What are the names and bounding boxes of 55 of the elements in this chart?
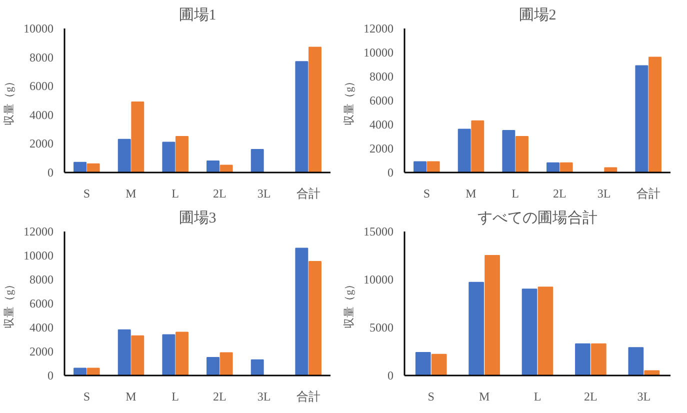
x-tick-label: S (83, 390, 90, 404)
x-tick-label: L (172, 390, 180, 404)
x-tick-label: 3L (597, 186, 611, 200)
y-tick-label: 5000 (370, 320, 394, 334)
y-tick-label: 10000 (364, 46, 394, 60)
y-tick-label: 6000 (30, 296, 54, 310)
y-axis-title: 収量（g） (2, 278, 16, 328)
y-tick-label: 8000 (370, 70, 394, 84)
y-tick-label: 4000 (30, 108, 54, 122)
x-tick-label: 合計 (296, 390, 320, 404)
y-tick-label: 2000 (30, 344, 54, 358)
y-tick-label: 6000 (30, 79, 54, 94)
y-tick-label: 0 (48, 368, 54, 382)
x-tick-label: 2L (553, 186, 566, 200)
y-tick-label: 12000 (364, 22, 394, 36)
y-tick-label: 2000 (30, 136, 54, 151)
x-tick-label: S (423, 186, 430, 200)
y-tick-label: 15000 (364, 224, 394, 238)
x-tick-label: M (478, 390, 490, 404)
y-tick-label: 0 (388, 166, 394, 180)
y-tick-label: 2000 (370, 142, 394, 156)
x-tick-label: 合計 (636, 186, 660, 200)
x-tick-label: 2L (213, 390, 226, 404)
y-axis-title: 収量（g） (342, 278, 356, 328)
x-tick-label: L (172, 186, 180, 200)
x-tick-label: M (126, 186, 137, 200)
y-tick-label: 6000 (370, 94, 394, 108)
x-tick-label: L (534, 390, 542, 404)
chart-title: 圃場2 (518, 6, 556, 24)
y-tick-label: 4000 (30, 320, 54, 334)
y-tick-label: 0 (48, 166, 54, 180)
y-tick-label: 8000 (30, 50, 54, 64)
y-tick-label: 4000 (370, 118, 394, 132)
x-tick-label: 2L (584, 390, 598, 404)
y-axis-title: 収量（g） (2, 76, 16, 126)
x-tick-label: M (126, 390, 137, 404)
y-tick-label: 0 (388, 368, 394, 382)
y-tick-label: 12000 (24, 224, 54, 238)
y-tick-label: 8000 (30, 272, 54, 286)
x-tick-label: 3L (257, 390, 271, 404)
x-tick-label: L (512, 186, 520, 200)
chart-title: すべての圃場合計 (478, 210, 598, 226)
y-tick-label: 10000 (24, 22, 54, 36)
x-tick-label: S (83, 186, 90, 200)
y-axis-title: 収量（g） (342, 76, 356, 126)
chart-title: 圃場3 (178, 210, 216, 226)
x-tick-label: 3L (637, 390, 651, 404)
chart-title: 圃場1 (178, 6, 216, 24)
x-tick-label: M (466, 186, 477, 200)
y-tick-label: 10000 (364, 272, 394, 286)
x-tick-label: 合計 (296, 186, 320, 200)
x-tick-label: 3L (257, 186, 271, 200)
x-tick-label: 2L (213, 186, 226, 200)
x-tick-label: S (428, 390, 434, 404)
y-tick-label: 10000 (24, 248, 54, 262)
